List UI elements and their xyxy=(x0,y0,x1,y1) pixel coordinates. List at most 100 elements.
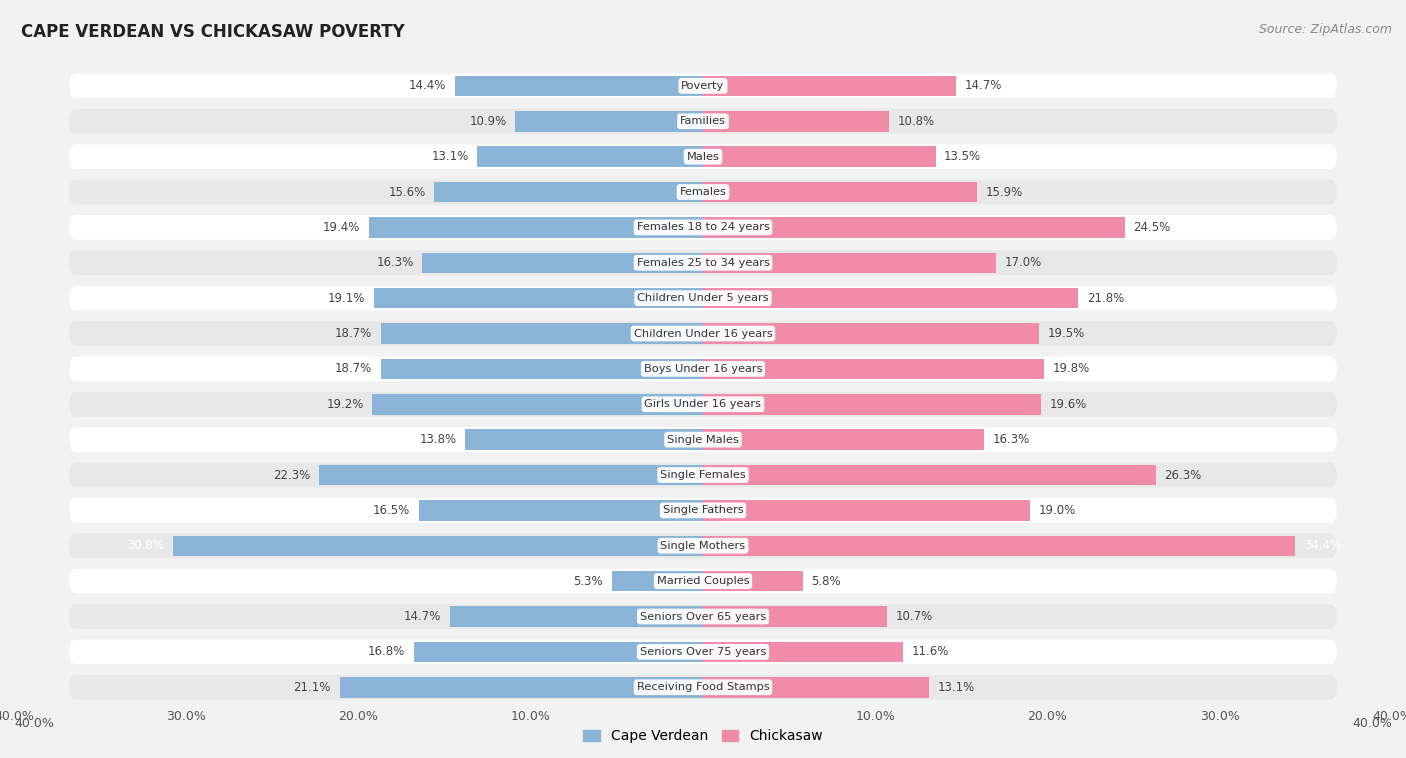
Text: Married Couples: Married Couples xyxy=(657,576,749,586)
FancyBboxPatch shape xyxy=(69,109,1337,133)
Text: 19.5%: 19.5% xyxy=(1047,327,1084,340)
Bar xyxy=(413,641,703,662)
Bar xyxy=(703,394,1040,415)
Text: 10.8%: 10.8% xyxy=(897,114,935,128)
FancyBboxPatch shape xyxy=(69,640,1337,664)
Text: 40.0%: 40.0% xyxy=(14,717,53,730)
Bar xyxy=(465,429,703,450)
FancyBboxPatch shape xyxy=(69,286,1337,311)
Legend: Cape Verdean, Chickasaw: Cape Verdean, Chickasaw xyxy=(578,724,828,749)
Bar xyxy=(612,571,703,591)
Text: 40.0%: 40.0% xyxy=(1353,717,1392,730)
FancyBboxPatch shape xyxy=(69,74,1337,99)
Text: 16.8%: 16.8% xyxy=(368,645,405,659)
Text: Receiving Food Stamps: Receiving Food Stamps xyxy=(637,682,769,692)
Text: 15.6%: 15.6% xyxy=(388,186,426,199)
Text: 19.1%: 19.1% xyxy=(328,292,366,305)
Text: 30.8%: 30.8% xyxy=(127,539,165,553)
Text: 14.7%: 14.7% xyxy=(404,610,441,623)
Bar xyxy=(381,359,703,379)
Text: 19.8%: 19.8% xyxy=(1053,362,1090,375)
Text: 13.1%: 13.1% xyxy=(938,681,974,694)
Bar xyxy=(368,217,703,238)
Text: Poverty: Poverty xyxy=(682,81,724,91)
Text: 19.0%: 19.0% xyxy=(1039,504,1076,517)
Text: 24.5%: 24.5% xyxy=(1133,221,1171,234)
Text: 19.4%: 19.4% xyxy=(323,221,360,234)
Text: Seniors Over 75 years: Seniors Over 75 years xyxy=(640,647,766,657)
Text: 10.9%: 10.9% xyxy=(470,114,506,128)
FancyBboxPatch shape xyxy=(69,356,1337,381)
Text: 14.7%: 14.7% xyxy=(965,80,1002,92)
FancyBboxPatch shape xyxy=(69,215,1337,240)
FancyBboxPatch shape xyxy=(69,250,1337,275)
Bar xyxy=(703,146,935,167)
Text: Single Fathers: Single Fathers xyxy=(662,506,744,515)
FancyBboxPatch shape xyxy=(69,428,1337,452)
Text: Single Mothers: Single Mothers xyxy=(661,540,745,551)
Text: 26.3%: 26.3% xyxy=(1164,468,1202,481)
Text: Females 25 to 34 years: Females 25 to 34 years xyxy=(637,258,769,268)
Bar xyxy=(450,606,703,627)
Text: 18.7%: 18.7% xyxy=(335,327,373,340)
Bar xyxy=(703,288,1078,309)
Bar xyxy=(373,394,703,415)
Bar xyxy=(374,288,703,309)
Text: 5.3%: 5.3% xyxy=(574,575,603,587)
Text: Single Females: Single Females xyxy=(661,470,745,480)
Bar xyxy=(703,677,928,697)
FancyBboxPatch shape xyxy=(69,498,1337,523)
FancyBboxPatch shape xyxy=(69,462,1337,487)
Text: 22.3%: 22.3% xyxy=(273,468,311,481)
Text: 11.6%: 11.6% xyxy=(911,645,949,659)
Bar xyxy=(456,76,703,96)
Bar xyxy=(703,500,1031,521)
Text: 16.5%: 16.5% xyxy=(373,504,411,517)
Text: 10.7%: 10.7% xyxy=(896,610,934,623)
Bar xyxy=(703,535,1295,556)
Bar xyxy=(703,571,803,591)
Text: 15.9%: 15.9% xyxy=(986,186,1022,199)
Text: 19.2%: 19.2% xyxy=(326,398,364,411)
Text: Males: Males xyxy=(686,152,720,161)
Text: 17.0%: 17.0% xyxy=(1004,256,1042,269)
Text: Females: Females xyxy=(679,187,727,197)
Text: 13.8%: 13.8% xyxy=(419,433,457,446)
Text: Children Under 5 years: Children Under 5 years xyxy=(637,293,769,303)
Bar xyxy=(381,323,703,344)
FancyBboxPatch shape xyxy=(69,144,1337,169)
Text: 21.1%: 21.1% xyxy=(294,681,330,694)
Bar xyxy=(703,465,1156,485)
Text: 13.1%: 13.1% xyxy=(432,150,468,163)
Text: 18.7%: 18.7% xyxy=(335,362,373,375)
Text: 21.8%: 21.8% xyxy=(1087,292,1125,305)
Bar xyxy=(703,359,1045,379)
Text: Families: Families xyxy=(681,116,725,127)
Text: 16.3%: 16.3% xyxy=(993,433,1029,446)
Bar xyxy=(703,182,977,202)
Bar xyxy=(703,217,1125,238)
Bar xyxy=(703,641,903,662)
Text: 34.4%: 34.4% xyxy=(1305,539,1341,553)
Bar xyxy=(419,500,703,521)
Text: 13.5%: 13.5% xyxy=(945,150,981,163)
Text: CAPE VERDEAN VS CHICKASAW POVERTY: CAPE VERDEAN VS CHICKASAW POVERTY xyxy=(21,23,405,41)
FancyBboxPatch shape xyxy=(69,321,1337,346)
FancyBboxPatch shape xyxy=(69,604,1337,629)
Text: 5.8%: 5.8% xyxy=(811,575,841,587)
Text: Seniors Over 65 years: Seniors Over 65 years xyxy=(640,612,766,622)
Bar xyxy=(478,146,703,167)
Bar xyxy=(703,606,887,627)
Text: Source: ZipAtlas.com: Source: ZipAtlas.com xyxy=(1258,23,1392,36)
Text: Girls Under 16 years: Girls Under 16 years xyxy=(644,399,762,409)
Bar xyxy=(515,111,703,132)
Text: Females 18 to 24 years: Females 18 to 24 years xyxy=(637,222,769,233)
FancyBboxPatch shape xyxy=(69,534,1337,558)
Bar xyxy=(422,252,703,273)
Bar xyxy=(703,111,889,132)
FancyBboxPatch shape xyxy=(69,180,1337,205)
Text: Boys Under 16 years: Boys Under 16 years xyxy=(644,364,762,374)
Bar xyxy=(340,677,703,697)
Bar xyxy=(319,465,703,485)
Bar xyxy=(703,76,956,96)
